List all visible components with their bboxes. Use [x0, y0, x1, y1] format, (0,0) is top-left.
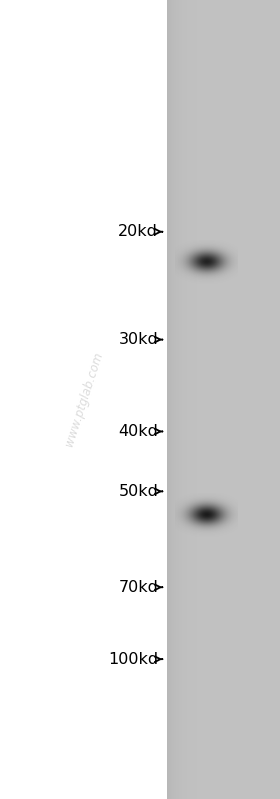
Text: www.ptglab.com: www.ptglab.com	[63, 351, 105, 448]
Text: 50kd: 50kd	[118, 484, 158, 499]
Text: 30kd: 30kd	[118, 332, 158, 347]
Text: 70kd: 70kd	[118, 580, 158, 594]
Text: 20kd: 20kd	[118, 225, 158, 239]
Text: 100kd: 100kd	[108, 652, 158, 666]
Text: 40kd: 40kd	[118, 424, 158, 439]
